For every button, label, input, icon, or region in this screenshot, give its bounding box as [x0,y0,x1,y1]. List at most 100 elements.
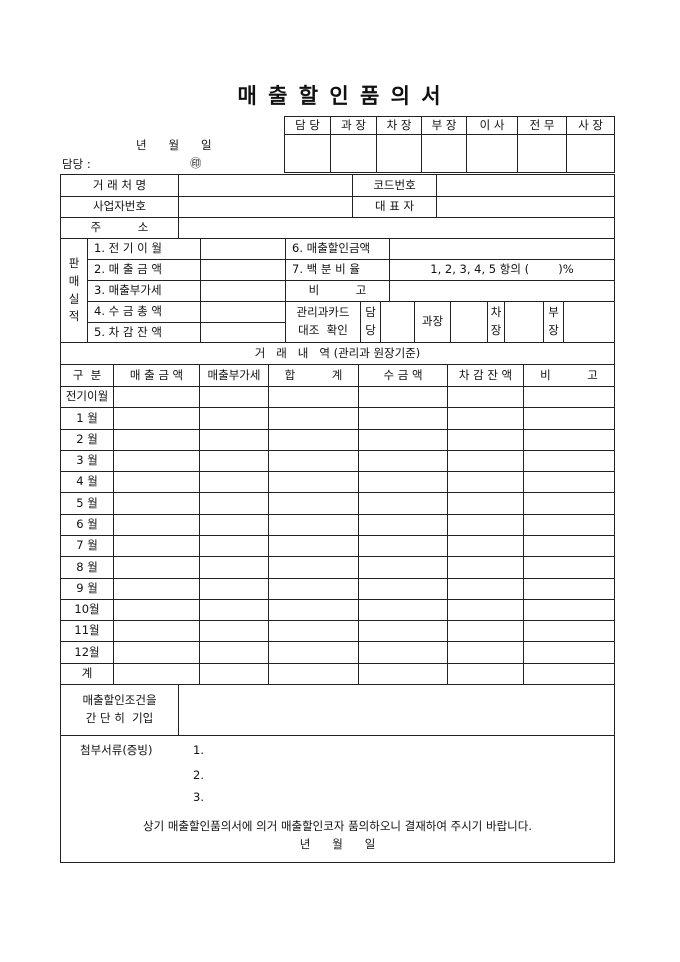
sign-manager-box[interactable] [380,301,415,343]
table-cell[interactable] [268,386,359,408]
table-cell[interactable] [113,556,200,579]
table-cell[interactable] [358,535,448,557]
sales-item-field[interactable] [200,238,286,260]
table-cell[interactable] [268,450,359,472]
table-cell[interactable] [523,407,615,430]
sales-item-field[interactable] [200,259,286,281]
table-cell[interactable] [523,450,615,472]
table-cell[interactable] [447,429,524,451]
table-cell[interactable] [113,407,200,430]
table-cell[interactable] [447,407,524,430]
sales-item-field[interactable] [200,280,286,302]
sales-item-field[interactable] [200,301,286,323]
table-cell[interactable] [113,450,200,472]
table-cell[interactable] [199,578,269,600]
table-cell[interactable] [523,429,615,451]
approval-sign-box[interactable] [517,134,567,173]
table-cell[interactable] [358,641,448,664]
approval-sign-box[interactable] [566,134,615,173]
table-cell[interactable] [358,450,448,472]
table-cell[interactable] [113,429,200,451]
table-cell[interactable] [447,663,524,685]
conditions-field[interactable] [178,684,615,736]
table-cell[interactable] [523,556,615,579]
table-cell[interactable] [447,471,524,493]
table-cell[interactable] [268,407,359,430]
biz-no-field[interactable] [178,196,353,218]
table-cell[interactable] [199,556,269,579]
table-cell[interactable] [523,535,615,557]
table-cell[interactable] [199,535,269,557]
table-cell[interactable] [268,556,359,579]
table-cell[interactable] [268,535,359,557]
table-cell[interactable] [447,514,524,536]
table-cell[interactable] [268,578,359,600]
table-cell[interactable] [113,535,200,557]
address-field[interactable] [178,217,615,239]
table-cell[interactable] [523,386,615,408]
table-cell[interactable] [447,620,524,642]
table-cell[interactable] [199,450,269,472]
table-cell[interactable] [199,407,269,430]
table-cell[interactable] [199,620,269,642]
table-cell[interactable] [113,386,200,408]
table-cell[interactable] [358,599,448,621]
table-cell[interactable] [268,514,359,536]
table-cell[interactable] [113,620,200,642]
approval-sign-box[interactable] [376,134,422,173]
table-cell[interactable] [358,429,448,451]
table-cell[interactable] [199,663,269,685]
table-cell[interactable] [447,599,524,621]
table-cell[interactable] [113,492,200,515]
table-cell[interactable] [358,407,448,430]
sign-section-box[interactable] [450,301,488,343]
table-cell[interactable] [113,471,200,493]
table-cell[interactable] [268,663,359,685]
trade-name-field[interactable] [178,174,353,197]
table-cell[interactable] [523,599,615,621]
table-cell[interactable] [113,514,200,536]
table-cell[interactable] [523,663,615,685]
table-cell[interactable] [268,471,359,493]
table-cell[interactable] [199,471,269,493]
table-cell[interactable] [447,386,524,408]
approval-sign-box[interactable] [421,134,467,173]
table-cell[interactable] [447,578,524,600]
table-cell[interactable] [523,514,615,536]
table-cell[interactable] [447,492,524,515]
table-cell[interactable] [199,386,269,408]
remark-field[interactable] [389,280,615,302]
table-cell[interactable] [358,620,448,642]
percent-field[interactable]: 1, 2, 3, 4, 5 항의 ( )% [389,259,615,281]
table-cell[interactable] [268,599,359,621]
table-cell[interactable] [268,620,359,642]
table-cell[interactable] [113,663,200,685]
table-cell[interactable] [523,641,615,664]
table-cell[interactable] [447,556,524,579]
table-cell[interactable] [358,663,448,685]
table-cell[interactable] [199,514,269,536]
table-cell[interactable] [358,556,448,579]
table-cell[interactable] [268,429,359,451]
approval-sign-box[interactable] [466,134,518,173]
approval-sign-box[interactable] [330,134,377,173]
table-cell[interactable] [199,492,269,515]
table-cell[interactable] [199,641,269,664]
table-cell[interactable] [358,578,448,600]
table-cell[interactable] [268,641,359,664]
table-cell[interactable] [113,641,200,664]
table-cell[interactable] [358,492,448,515]
sales-item-field[interactable] [200,322,286,343]
sign-deputy-box[interactable] [504,301,544,343]
table-cell[interactable] [523,492,615,515]
sign-dept-box[interactable] [563,301,615,343]
code-field[interactable] [436,174,615,197]
table-cell[interactable] [523,578,615,600]
table-cell[interactable] [199,599,269,621]
table-cell[interactable] [113,578,200,600]
table-cell[interactable] [358,514,448,536]
table-cell[interactable] [268,492,359,515]
table-cell[interactable] [447,641,524,664]
discount-field[interactable] [389,238,615,260]
table-cell[interactable] [523,471,615,493]
